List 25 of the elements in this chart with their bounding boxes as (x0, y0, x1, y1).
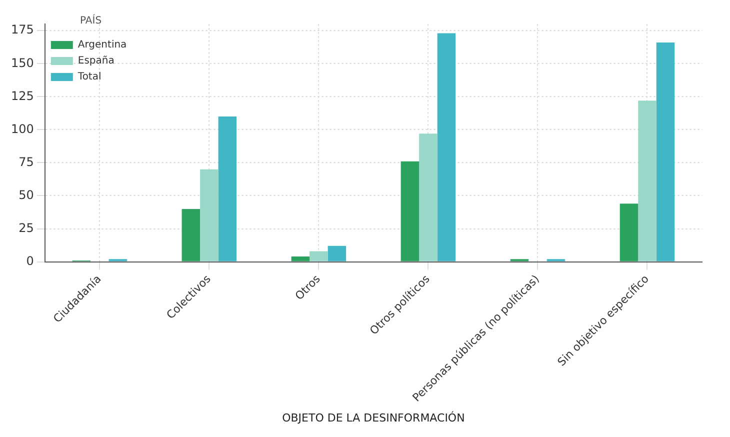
bar (400, 161, 420, 262)
bar (291, 256, 310, 262)
y-tick-label: 100 (11, 122, 34, 136)
bar (638, 100, 656, 262)
bar (310, 251, 328, 262)
bar (437, 33, 456, 262)
y-tick-label: 50 (18, 188, 34, 202)
bar (182, 208, 200, 262)
y-tick-label: 175 (11, 22, 34, 37)
bar (620, 204, 638, 262)
bar (419, 134, 438, 262)
bar (656, 42, 675, 262)
y-tick-label: 25 (18, 220, 34, 235)
bar (200, 169, 218, 262)
legend-title: PAÍS (80, 14, 102, 27)
legend-label: Argentina (78, 40, 127, 51)
y-tick-label: 125 (11, 88, 34, 103)
x-axis-title: OBJETO DE LA DESINFORMACIÓN (282, 410, 465, 424)
bar (218, 116, 237, 262)
y-tick-label: 75 (18, 154, 34, 169)
y-tick-label: 150 (11, 56, 34, 70)
y-tick-label: 0 (26, 254, 34, 268)
legend-label: España (78, 56, 114, 67)
bar (328, 246, 346, 262)
legend-label: Total (76, 72, 102, 83)
